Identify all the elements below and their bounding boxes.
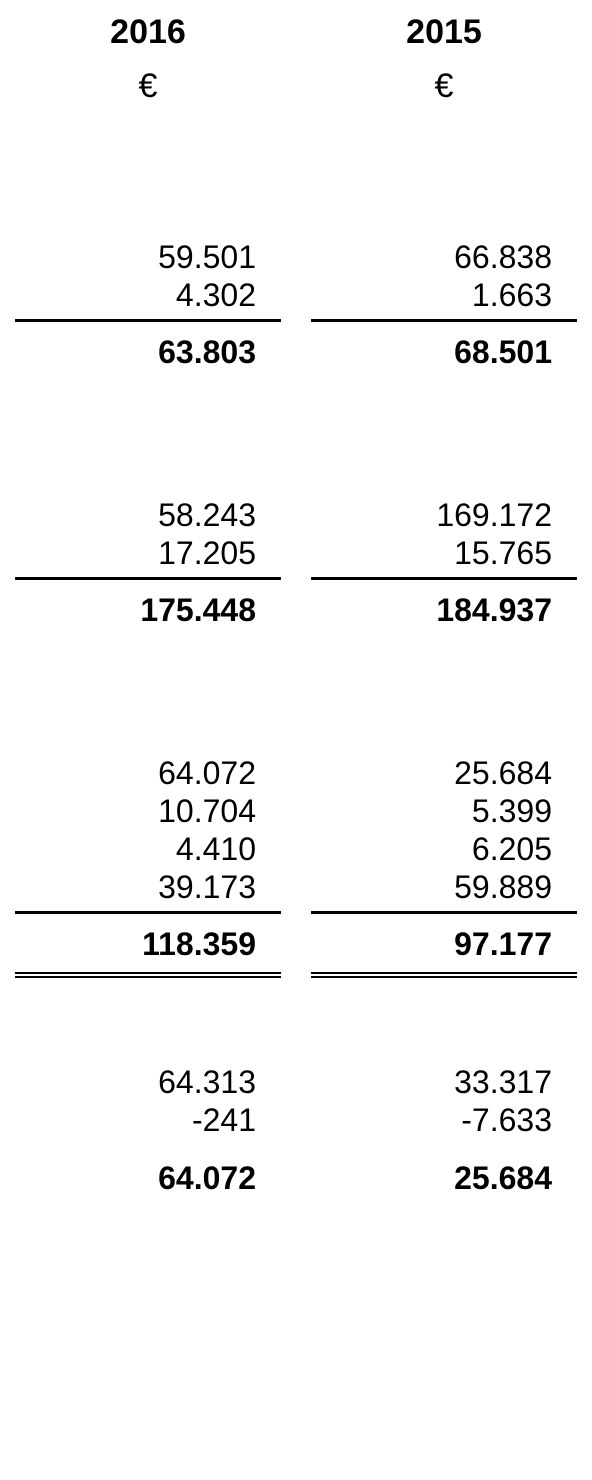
table-cell: -241 — [15, 1101, 281, 1139]
table-cell: 59.501 — [15, 238, 281, 276]
table-cell: 66.838 — [311, 238, 577, 276]
currency-symbol: € — [15, 54, 281, 123]
table-cell: 169.172 — [311, 496, 577, 534]
table-cell: 39.173 — [15, 868, 281, 906]
subtotal-cell: 25.684 — [311, 1159, 577, 1197]
table-cell: 10.704 — [15, 792, 281, 830]
table-cell: 4.302 — [15, 276, 281, 314]
table-cell: 5.399 — [311, 792, 577, 830]
column-2015: 2015 € 66.838 1.663 68.501 169.172 15.76… — [296, 0, 592, 1480]
table-cell: 6.205 — [311, 830, 577, 868]
subtotal-cell: 97.177 — [311, 911, 577, 978]
table-cell: -7.633 — [311, 1101, 577, 1139]
subtotal-cell: 184.937 — [311, 577, 577, 629]
column-2016: 2016 € 59.501 4.302 63.803 58.243 17.205… — [0, 0, 296, 1480]
subtotal-cell: 118.359 — [15, 911, 281, 978]
column-header: 2016 — [15, 0, 281, 54]
table-cell: 33.317 — [311, 1063, 577, 1101]
table-cell: 4.410 — [15, 830, 281, 868]
subtotal-cell: 68.501 — [311, 319, 577, 371]
financial-table: 2016 € 59.501 4.302 63.803 58.243 17.205… — [0, 0, 592, 1480]
subtotal-cell: 175.448 — [15, 577, 281, 629]
table-cell: 17.205 — [15, 534, 281, 572]
subtotal-cell: 64.072 — [15, 1159, 281, 1197]
currency-symbol: € — [311, 54, 577, 123]
table-cell: 25.684 — [311, 754, 577, 792]
table-cell: 15.765 — [311, 534, 577, 572]
table-cell: 64.072 — [15, 754, 281, 792]
column-header: 2015 — [311, 0, 577, 54]
table-cell: 64.313 — [15, 1063, 281, 1101]
table-cell: 59.889 — [311, 868, 577, 906]
table-cell: 1.663 — [311, 276, 577, 314]
subtotal-cell: 63.803 — [15, 319, 281, 371]
table-cell: 58.243 — [15, 496, 281, 534]
